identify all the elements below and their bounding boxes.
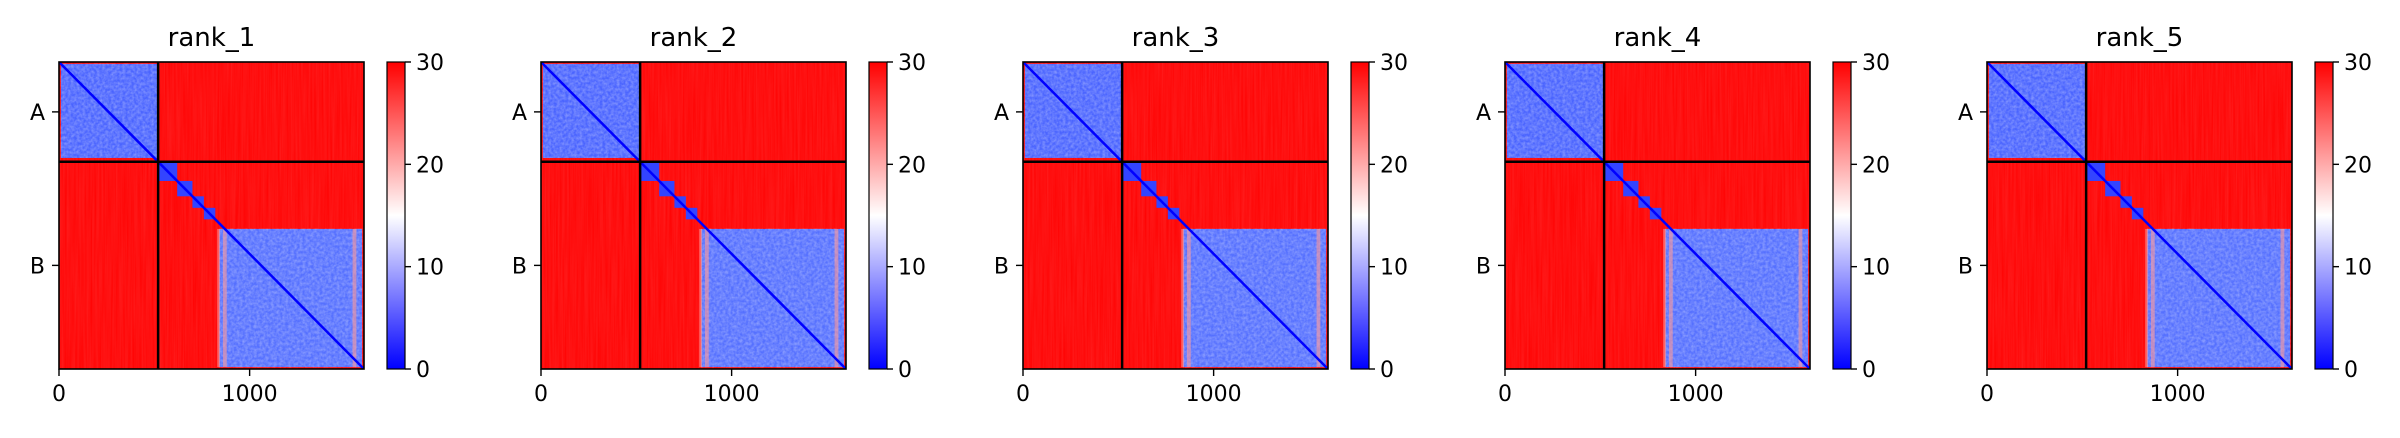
chain-label-B: B	[30, 254, 45, 279]
chain-label-B: B	[994, 254, 1009, 279]
chain-label-A: A	[1476, 101, 1491, 126]
axes-frame	[58, 61, 365, 370]
colorbar-tick-label: 20	[416, 153, 444, 178]
heatmap-image	[1023, 62, 1328, 369]
stripe	[699, 228, 703, 368]
colorbar-tick-label: 20	[1862, 153, 1890, 178]
colorbar	[1351, 62, 1369, 369]
colorbar	[387, 62, 405, 369]
panel-title: rank_1	[168, 23, 256, 53]
panel-title: rank_5	[2096, 23, 2184, 53]
stripe	[1181, 228, 1185, 368]
colorbar-tick-label: 30	[2344, 51, 2372, 76]
axes-frame	[1022, 61, 1329, 370]
colorbar-frame	[1832, 61, 1852, 370]
colorbar-frame	[386, 61, 406, 370]
x-tick-label: 1000	[1668, 382, 1724, 407]
stripe	[1663, 228, 1667, 368]
colorbar-tick-label: 0	[2344, 358, 2358, 383]
diagonal-line	[1505, 62, 1810, 369]
x-tick-label: 1000	[1186, 382, 1242, 407]
colorbar-frame	[1350, 61, 1370, 370]
heatmap-image	[1987, 62, 2292, 369]
stripe	[704, 228, 709, 368]
colorbar-tick-label: 0	[1862, 358, 1876, 383]
panel-title: rank_3	[1132, 23, 1220, 53]
colorbar-frame	[868, 61, 888, 370]
chain-label-B: B	[1958, 254, 1973, 279]
stripe	[1316, 228, 1321, 368]
axes-frame	[1504, 61, 1811, 370]
heatmap-image	[1505, 62, 1810, 369]
chain-label-A: A	[512, 101, 527, 126]
diagonal-line	[1987, 62, 2292, 369]
heatmap-image	[541, 62, 846, 369]
heatmap-panel-3: rank_3 A B 0 1000 0 10 20 30	[994, 23, 1408, 407]
x-tick-label: 0	[52, 382, 66, 407]
colorbar-tick-label: 30	[898, 51, 926, 76]
x-tick-label: 1000	[2150, 382, 2206, 407]
colorbar	[869, 62, 887, 369]
heatmap-panel-1: rank_1 A B 0 1000 0 10 20 30	[30, 23, 444, 407]
x-tick-label: 0	[534, 382, 548, 407]
heatmap-image	[59, 62, 364, 369]
chain-label-A: A	[30, 101, 45, 126]
axes-frame	[1986, 61, 2293, 370]
colorbar-tick-label: 30	[416, 51, 444, 76]
colorbar-tick-label: 20	[1380, 153, 1408, 178]
colorbar-tick-label: 10	[898, 256, 926, 281]
colorbar-tick-label: 20	[2344, 153, 2372, 178]
diagonal-line	[1023, 62, 1328, 369]
colorbar-tick-label: 10	[2344, 256, 2372, 281]
stripe	[834, 228, 839, 368]
axes-frame	[540, 61, 847, 370]
colorbar-tick-label: 30	[1862, 51, 1890, 76]
chain-label-B: B	[1476, 254, 1491, 279]
x-tick-label: 0	[1016, 382, 1030, 407]
colorbar	[2315, 62, 2333, 369]
x-tick-label: 1000	[704, 382, 760, 407]
heatmap-panel-2: rank_2 A B 0 1000 0 10 20 30	[512, 23, 926, 407]
stripe	[2150, 228, 2155, 368]
stripe	[217, 228, 221, 368]
stripe	[1186, 228, 1191, 368]
stripe	[1798, 228, 1803, 368]
chain-label-A: A	[1958, 101, 1973, 126]
colorbar-frame	[2314, 61, 2334, 370]
diagonal-line	[541, 62, 846, 369]
x-tick-label: 0	[1498, 382, 1512, 407]
colorbar-tick-label: 0	[416, 358, 430, 383]
colorbar-tick-label: 10	[1862, 256, 1890, 281]
diagonal-line	[59, 62, 364, 369]
stripe	[1668, 228, 1673, 368]
chain-label-B: B	[512, 254, 527, 279]
x-tick-label: 1000	[222, 382, 278, 407]
colorbar-tick-label: 10	[1380, 256, 1408, 281]
chain-label-A: A	[994, 101, 1009, 126]
stripe	[2145, 228, 2149, 368]
stripe	[2280, 228, 2285, 368]
stripe	[222, 228, 227, 368]
panel-title: rank_4	[1614, 23, 1702, 53]
heatmap-panel-4: rank_4 A B 0 1000 0 10 20 30	[1476, 23, 1890, 407]
panel-title: rank_2	[650, 23, 738, 53]
colorbar	[1833, 62, 1851, 369]
stripe	[352, 228, 357, 368]
heatmap-panel-5: rank_5 A B 0 1000 0 10 20 30	[1958, 23, 2372, 407]
colorbar-tick-label: 10	[416, 256, 444, 281]
colorbar-tick-label: 30	[1380, 51, 1408, 76]
colorbar-tick-label: 0	[898, 358, 912, 383]
colorbar-tick-label: 20	[898, 153, 926, 178]
x-tick-label: 0	[1980, 382, 1994, 407]
colorbar-tick-label: 0	[1380, 358, 1394, 383]
